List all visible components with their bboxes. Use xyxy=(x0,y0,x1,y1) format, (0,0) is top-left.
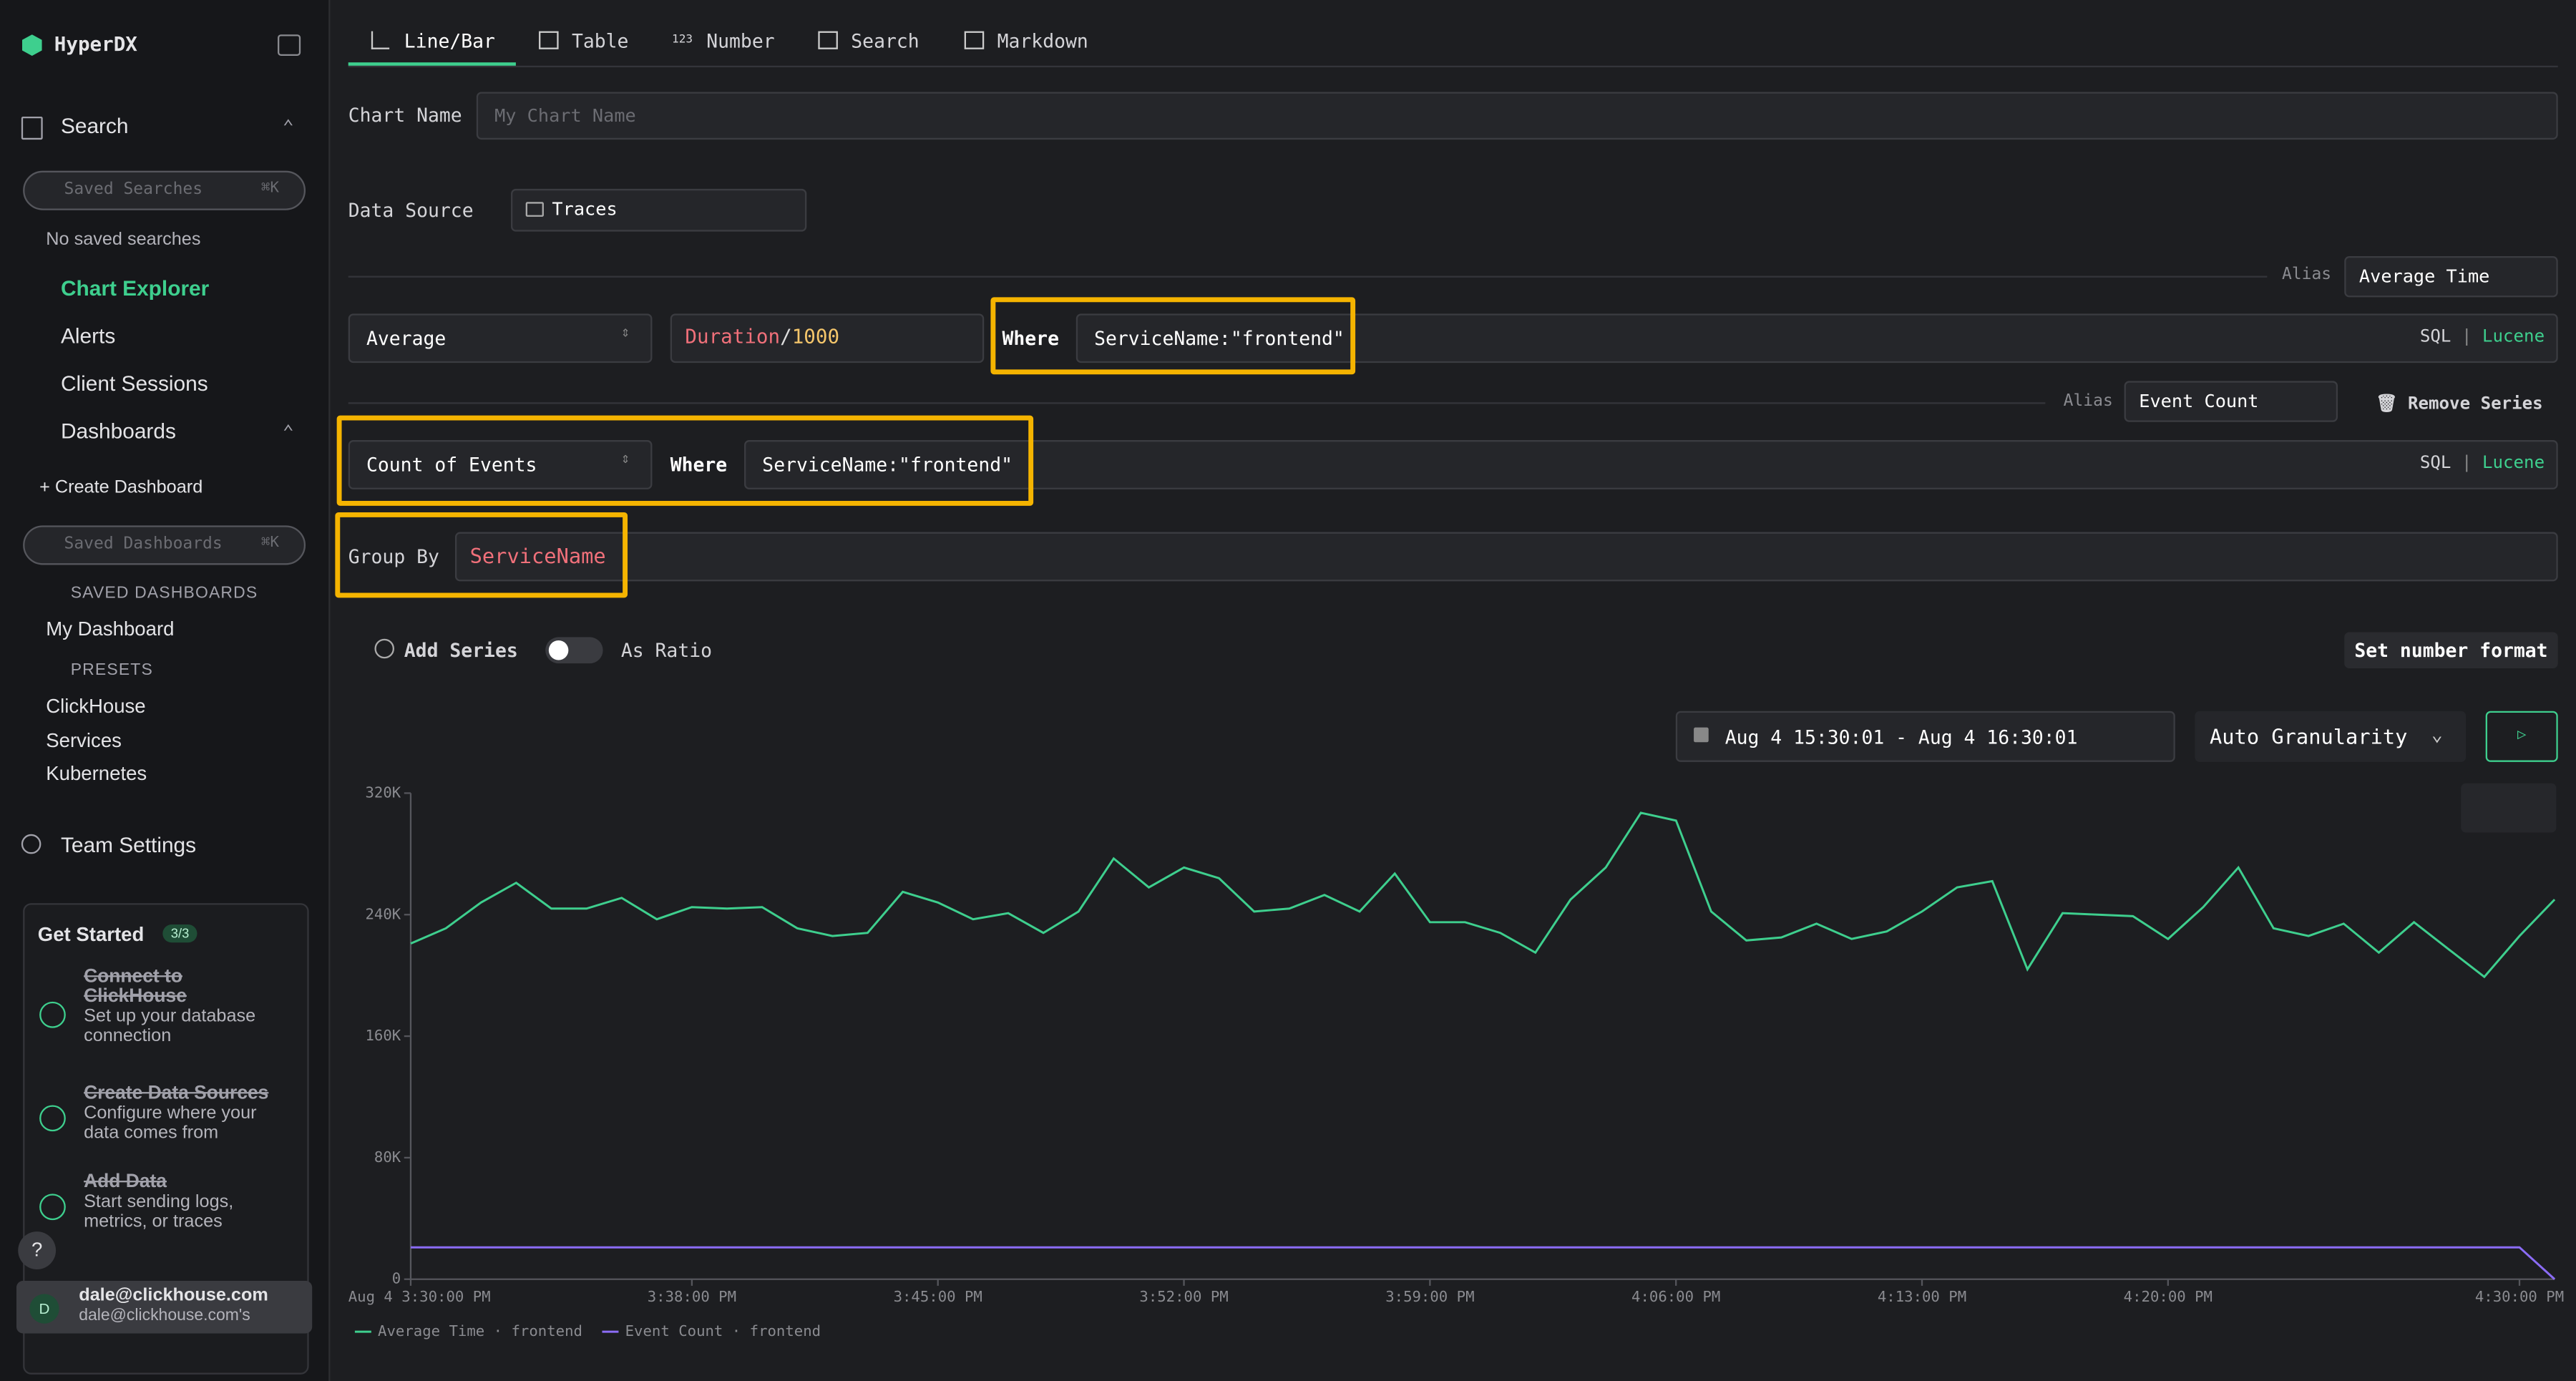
legend-label: Average Time · frontend xyxy=(378,1322,582,1339)
series-line xyxy=(411,813,2555,977)
x-tick-label: 4:20:00 PM xyxy=(2124,1288,2212,1305)
x-tick-label: 4:13:00 PM xyxy=(1878,1288,1966,1305)
series-line xyxy=(411,1247,2555,1279)
x-tick-label: 3:45:00 PM xyxy=(894,1288,982,1305)
y-tick-label: 320K xyxy=(365,784,401,801)
y-tick-label: 160K xyxy=(365,1027,401,1044)
y-tick-label: 240K xyxy=(365,905,401,922)
x-tick-label: 4:30:00 PM xyxy=(2475,1288,2564,1305)
x-tick-label: 3:59:00 PM xyxy=(1385,1288,1474,1305)
x-tick-label: 3:38:00 PM xyxy=(648,1288,736,1305)
x-tick-label: 3:52:00 PM xyxy=(1139,1288,1228,1305)
y-tick-label: 80K xyxy=(374,1148,401,1166)
x-tick-label: 4:06:00 PM xyxy=(1631,1288,1720,1305)
legend-label: Event Count · frontend xyxy=(625,1322,821,1339)
y-tick-label: 0 xyxy=(392,1270,401,1287)
x-tick-label: Aug 4 3:30:00 PM xyxy=(348,1288,491,1305)
